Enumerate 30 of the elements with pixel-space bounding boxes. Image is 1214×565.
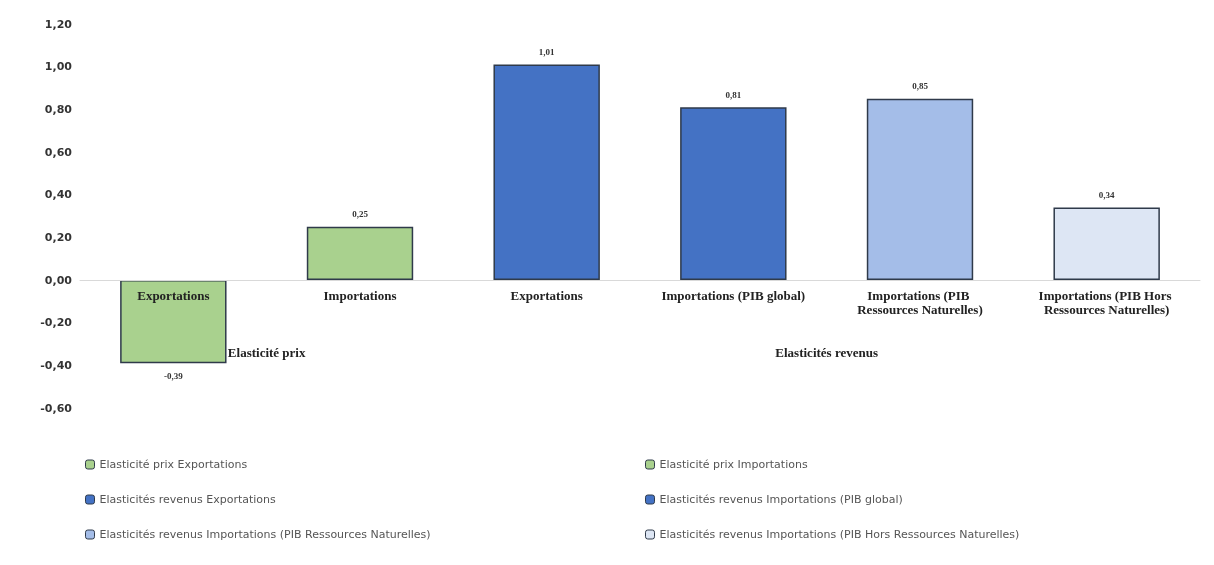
data-label: 0,85 bbox=[912, 81, 929, 92]
x-tick-label: Importations (PIB Ressources Naturelles) bbox=[857, 287, 983, 317]
y-tick-label: -0,20 bbox=[40, 316, 73, 330]
legend-label: Elasticités revenus Importations (PIB Hors Ressources Naturelles) bbox=[659, 528, 1020, 541]
legend-label: Elasticités revenus Exportations bbox=[99, 493, 277, 506]
y-tick-label: 0,40 bbox=[44, 188, 73, 202]
annotation: Elasticités revenus bbox=[775, 345, 878, 361]
y-tick-label: 0,80 bbox=[44, 102, 73, 116]
legend-label: Elasticité prix Exportations bbox=[99, 458, 248, 471]
data-label: 0,81 bbox=[725, 89, 742, 100]
annotation: Elasticité prix bbox=[227, 345, 306, 361]
data-label: 0,25 bbox=[352, 209, 369, 220]
x-tick-label: Exportations bbox=[510, 287, 583, 303]
y-tick-label: 1,20 bbox=[44, 17, 73, 31]
y-tick-label: -0,40 bbox=[40, 358, 73, 372]
data-label: 0,34 bbox=[1098, 189, 1116, 200]
y-tick-label: 0,00 bbox=[44, 273, 73, 287]
data-label: -0,39 bbox=[163, 370, 184, 381]
legend-label: Elasticité prix Importations bbox=[659, 458, 808, 471]
y-tick-label: 0,60 bbox=[44, 145, 73, 159]
y-tick-label: 1,00 bbox=[44, 60, 73, 74]
data-label: 1,01 bbox=[538, 47, 556, 58]
y-tick-label: -0,60 bbox=[40, 401, 73, 415]
x-tick-label: Importations bbox=[323, 287, 397, 303]
y-tick-label: 0,20 bbox=[44, 230, 73, 244]
x-tick-label: Importations (PIB Hors Ressources Naturelles) bbox=[1038, 287, 1175, 317]
legend-label: Elasticités revenus Importations (PIB global) bbox=[659, 493, 903, 506]
x-tick-label: Importations (PIB global) bbox=[661, 287, 806, 303]
x-tick-label: Exportations bbox=[137, 287, 210, 303]
legend-label: Elasticités revenus Importations (PIB Ressources Naturelles) bbox=[99, 528, 431, 541]
